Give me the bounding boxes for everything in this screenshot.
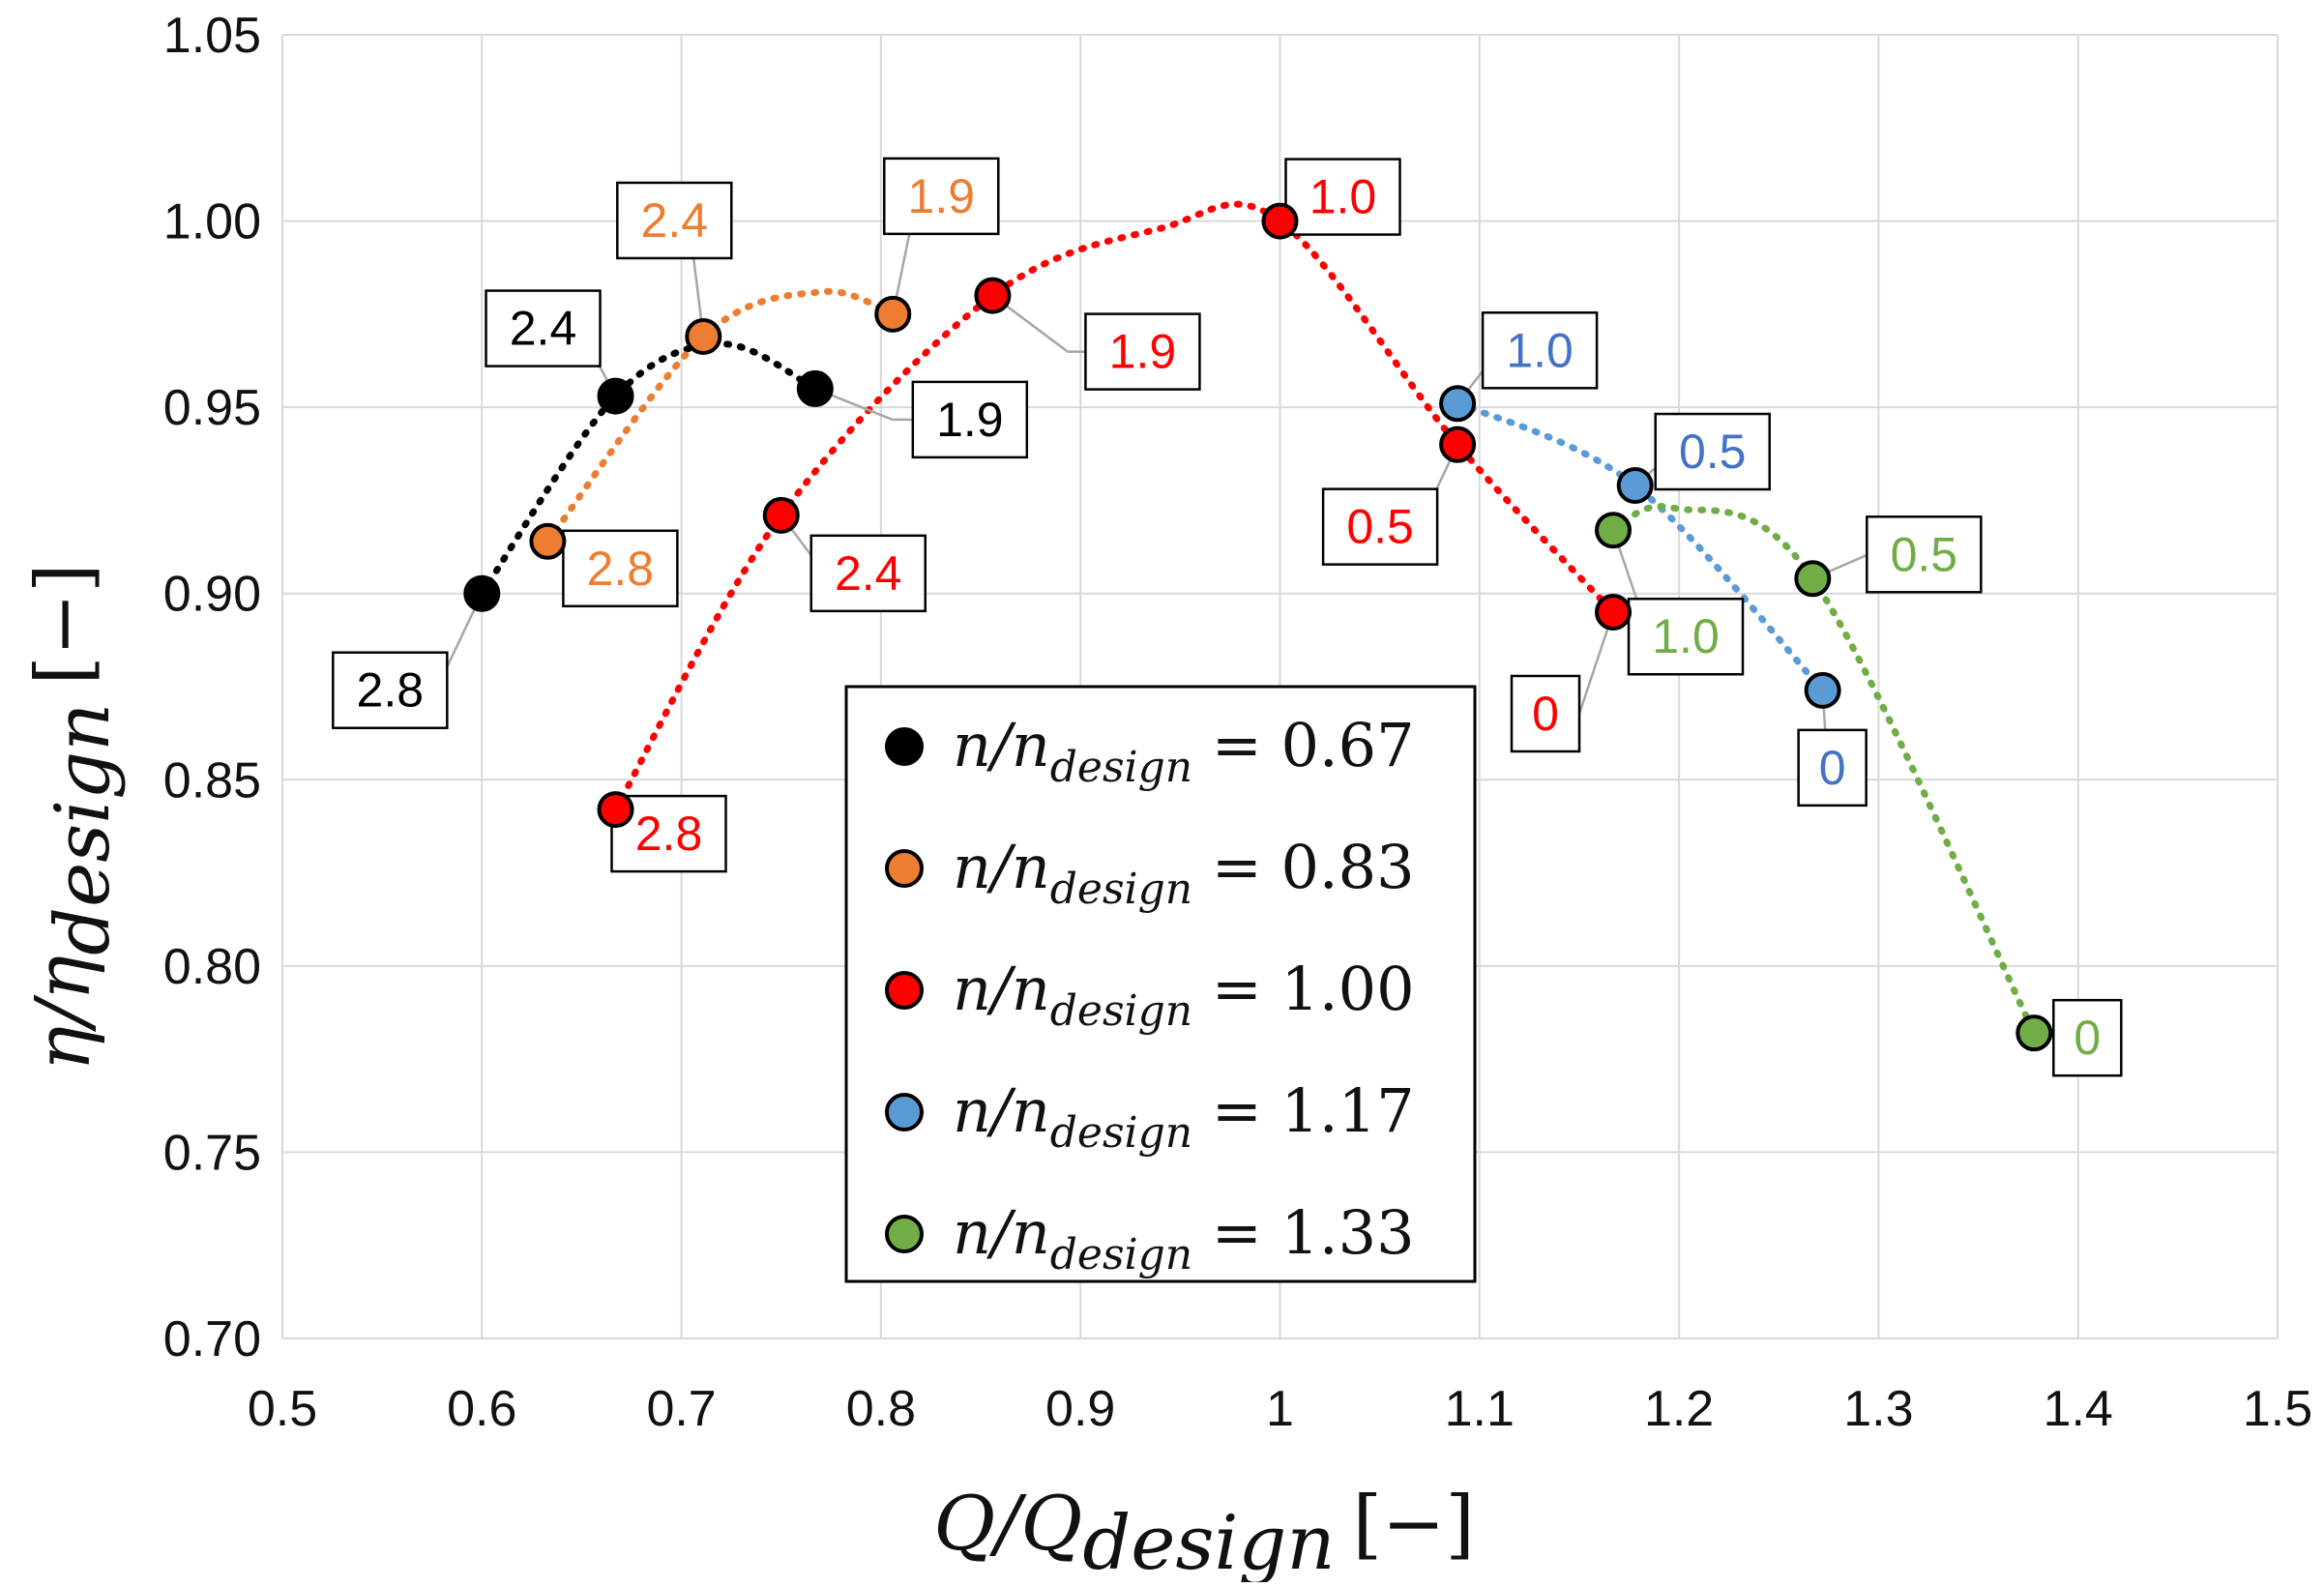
label-leader <box>991 294 1086 353</box>
x-axis-title-unit: [−] <box>1353 1481 1475 1568</box>
x-tick-label: 1.3 <box>1843 1381 1913 1437</box>
legend-label-2: n/ndesign = 1.00 <box>953 954 1415 1036</box>
x-tick-label: 1.5 <box>2243 1381 2312 1437</box>
data-point-2-4 <box>1439 426 1477 463</box>
x-tick-label: 0.8 <box>846 1381 916 1437</box>
data-label-box <box>1866 515 1983 594</box>
y-tick-label: 0.90 <box>163 567 261 623</box>
x-axis-title-sub: design <box>1082 1500 1335 1582</box>
series-curve-1 <box>544 287 897 545</box>
legend-label-0: n/ndesign = 0.67 <box>953 710 1415 792</box>
data-label-box <box>809 534 927 613</box>
data-label-box <box>1627 597 1745 676</box>
data-point-4-0 <box>1595 512 1633 549</box>
data-label-box <box>1284 158 1401 236</box>
data-label-box <box>883 157 1000 236</box>
data-label-2-1: 2.4 <box>835 546 902 601</box>
series-curve-4 <box>1609 503 2038 1037</box>
data-label-3-2: 0 <box>1819 741 1846 795</box>
data-point-2-3 <box>1261 202 1299 240</box>
y-axis-title: η/ηdesign [−] <box>20 563 127 1071</box>
data-label-1-0: 2.8 <box>587 542 655 596</box>
legend-label-3: n/ndesign = 1.17 <box>953 1075 1415 1158</box>
x-tick-label: 1.4 <box>2044 1381 2113 1437</box>
data-point-0-2 <box>796 369 834 407</box>
data-label-box <box>616 181 733 260</box>
y-axis-title-main: η/η <box>20 955 107 1072</box>
data-label-box <box>911 380 1029 459</box>
data-label-0-0: 2.8 <box>357 663 425 718</box>
x-tick-label: 0.6 <box>447 1381 516 1437</box>
y-tick-label: 1.00 <box>163 194 261 250</box>
data-point-2-1 <box>762 496 800 534</box>
data-label-0-2: 1.9 <box>936 393 1004 447</box>
data-label-2-3: 1.0 <box>1309 170 1377 224</box>
y-axis-title-unit: [−] <box>20 563 107 685</box>
data-label-1-2: 1.9 <box>908 169 976 223</box>
data-label-2-5: 0 <box>1532 687 1559 741</box>
data-label-0-1: 2.4 <box>510 302 577 356</box>
data-label-4-2: 0 <box>2074 1011 2101 1065</box>
data-label-4-0: 1.0 <box>1652 609 1720 663</box>
data-label-box <box>562 529 679 608</box>
data-point-2-0 <box>597 791 634 829</box>
data-label-box <box>1084 312 1201 391</box>
y-axis-title-sub: design <box>40 703 127 955</box>
data-point-1-0 <box>529 522 567 560</box>
data-point-3-2 <box>1804 671 1841 709</box>
data-label-2-4: 0.5 <box>1346 500 1414 554</box>
data-label-2-2: 1.9 <box>1109 325 1177 379</box>
data-label-box <box>1481 311 1599 390</box>
x-tick-label: 0.5 <box>248 1381 317 1437</box>
data-point-1-2 <box>874 295 912 333</box>
data-point-3-1 <box>1616 467 1654 505</box>
data-point-1-1 <box>685 317 722 355</box>
series-curve-2 <box>612 200 1617 813</box>
data-label-box <box>1321 487 1439 566</box>
y-tick-label: 0.95 <box>163 380 261 436</box>
data-label-2-0: 2.8 <box>635 807 703 861</box>
series-curve-0 <box>478 340 819 598</box>
x-tick-label: 1.1 <box>1445 1381 1515 1437</box>
y-tick-label: 1.05 <box>163 8 261 64</box>
legend-marker-0 <box>885 727 924 766</box>
x-axis-title: Q/Qdesign [−] <box>933 1481 1475 1582</box>
data-label-4-1: 0.5 <box>1891 527 1958 581</box>
data-label-box <box>2052 998 2123 1077</box>
data-point-3-0 <box>1439 385 1477 423</box>
x-tick-label: 1.2 <box>1644 1381 1714 1437</box>
y-tick-label: 0.80 <box>163 939 261 995</box>
x-axis-title-main: Q/Q <box>933 1481 1082 1568</box>
x-tick-label: 0.9 <box>1045 1381 1115 1437</box>
data-label-box <box>1654 412 1771 491</box>
data-label-3-1: 0.5 <box>1679 425 1747 479</box>
legend-label-1: n/ndesign = 0.83 <box>953 832 1415 914</box>
data-label-box <box>485 289 602 367</box>
data-label-3-0: 1.0 <box>1506 323 1574 377</box>
legend-label-4: n/ndesign = 1.33 <box>953 1197 1415 1279</box>
x-tick-label: 0.7 <box>646 1381 716 1437</box>
data-point-0-1 <box>597 377 634 415</box>
legend-marker-1 <box>885 849 924 888</box>
data-point-4-1 <box>1794 560 1832 598</box>
legend-box <box>844 685 1477 1283</box>
data-label-box <box>1797 728 1868 808</box>
legend-marker-3 <box>885 1093 924 1131</box>
y-tick-label: 0.85 <box>163 752 261 808</box>
x-tick-label: 1 <box>1266 1381 1294 1437</box>
legend-marker-2 <box>885 971 924 1010</box>
data-point-0-0 <box>463 574 501 612</box>
y-tick-label: 0.75 <box>163 1125 261 1181</box>
y-tick-label: 0.70 <box>163 1311 261 1367</box>
legend-marker-4 <box>885 1215 924 1253</box>
data-point-4-2 <box>2015 1014 2053 1052</box>
label-leader <box>814 387 913 422</box>
data-point-2-5 <box>1595 593 1633 631</box>
data-label-box <box>1510 674 1581 753</box>
data-label-1-1: 2.4 <box>641 193 709 248</box>
data-point-2-2 <box>974 277 1012 314</box>
data-label-box <box>332 651 449 729</box>
